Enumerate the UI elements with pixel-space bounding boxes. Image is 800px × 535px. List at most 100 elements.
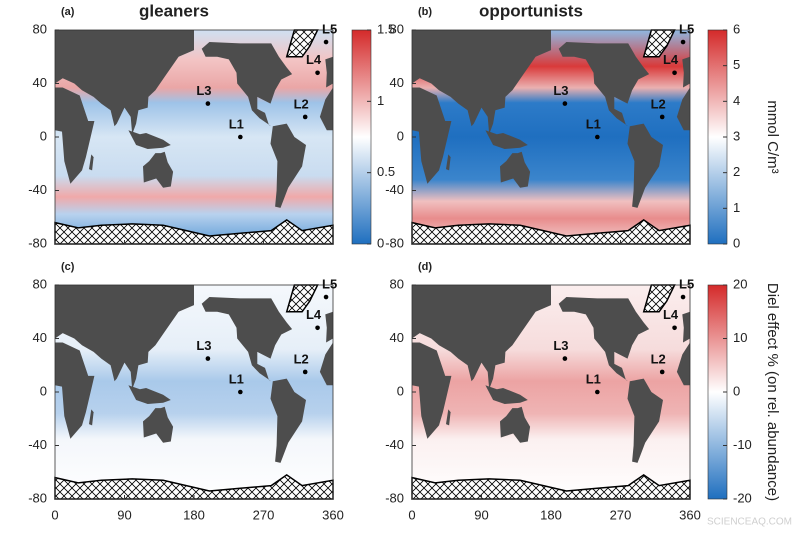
station-marker [672,70,677,76]
station-label: L1 [586,116,601,131]
station-marker [315,325,320,331]
land [319,87,333,131]
land [412,30,551,135]
x-tick-label: 360 [679,507,701,522]
x-tick-label: 270 [610,507,632,522]
station-label: L5 [322,21,337,36]
station-marker [238,134,243,140]
land [325,311,333,343]
station-label: L2 [651,351,666,366]
ice-mask [285,284,319,313]
x-tick-label: 360 [322,507,344,522]
land [270,123,306,208]
land [55,30,194,135]
y-tick-label: 80 [390,21,404,36]
land [143,151,174,188]
map-panel [54,284,334,500]
colorbar-tick-label: 10 [733,330,747,345]
colorbar-tick-label: 0 [377,235,384,250]
x-tick-label: 90 [117,507,131,522]
y-tick-label: 80 [33,21,47,36]
station-marker [238,389,243,395]
land [500,406,531,443]
colorbar-tick-label: 1 [377,93,384,108]
colorbar-label: mmol C/m³ [764,100,781,173]
station-label: L4 [663,307,679,322]
panel-label: (c) [61,261,75,273]
station-label: L4 [663,52,679,67]
y-tick-label: -40 [385,182,404,197]
land [319,342,333,386]
y-tick-label: 0 [397,128,404,143]
station-label: L3 [553,338,568,353]
y-tick-label: -40 [28,437,47,452]
land [128,385,171,404]
x-tick-label: 180 [183,507,205,522]
colorbar-tick-label: 1 [733,200,740,215]
station-label: L2 [651,96,666,111]
colorbar-label: Diel effect % (on rel. abundance) [764,283,781,501]
land [55,285,194,390]
station-label: L1 [229,116,244,131]
panel-title: gleaners [139,1,209,20]
land [446,409,451,426]
station-marker [659,114,665,120]
ice-mask [285,29,319,58]
land [500,151,531,188]
colorbar [351,29,372,245]
land [412,285,551,390]
ice-mask [411,473,691,500]
y-tick-label: 0 [40,383,47,398]
colorbar-tick-label: -10 [733,437,752,452]
station-marker [302,114,308,120]
land [143,406,174,443]
station-label: L5 [322,276,337,291]
map-panel [411,284,691,500]
land [558,42,650,127]
y-tick-label: -80 [28,235,47,250]
station-marker [680,39,686,45]
land [485,385,528,404]
ice-mask [411,218,691,245]
ice-mask [54,218,334,245]
y-tick-label: 40 [390,330,404,345]
colorbar-tick-label: 20 [733,276,747,291]
station-marker [205,356,211,361]
land [412,87,452,184]
colorbar-tick-label: 0.5 [377,164,395,179]
land [55,342,95,439]
land [89,409,94,426]
land [676,87,690,131]
land [485,130,528,149]
station-marker [323,39,329,45]
land [682,56,690,88]
map-panel [411,29,691,245]
y-tick-label: -40 [385,437,404,452]
station-label: L1 [229,371,244,386]
colorbar-tick-label: 0 [733,235,740,250]
station-marker [672,325,677,331]
y-tick-label: 40 [390,75,404,90]
panel-label: (a) [61,6,75,18]
station-label: L2 [294,96,309,111]
station-label: L4 [306,52,322,67]
station-label: L5 [679,21,694,36]
y-tick-label: -80 [385,235,404,250]
station-marker [595,134,600,140]
land [627,378,663,463]
x-tick-label: 90 [474,507,488,522]
land [201,297,293,382]
y-tick-label: -40 [28,182,47,197]
land [446,154,451,171]
land [558,297,650,382]
station-label: L2 [294,351,309,366]
y-tick-label: 80 [33,276,47,291]
y-tick-label: 80 [390,276,404,291]
land [676,342,690,386]
colorbar-tick-label: 3 [733,128,740,143]
station-marker [659,369,665,375]
panel-label: (b) [418,6,432,18]
x-tick-label: 270 [253,507,275,522]
station-label: L3 [196,338,211,353]
station-marker [680,294,686,300]
